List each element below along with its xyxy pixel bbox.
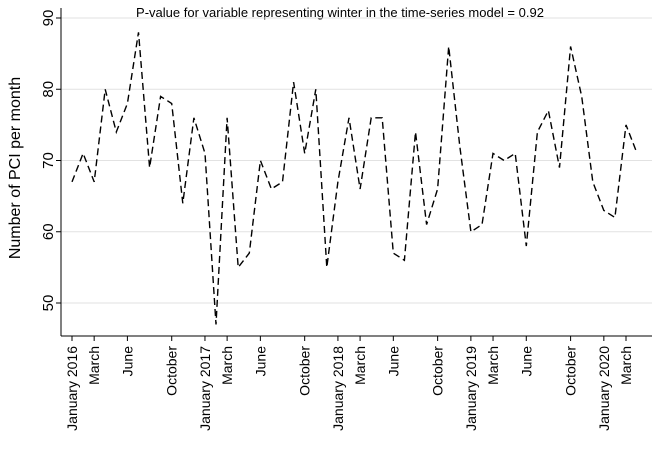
y-tick-label-60: 60 bbox=[40, 223, 57, 240]
x-tick-label-33: October bbox=[430, 346, 446, 396]
x-tick-label-50: March bbox=[618, 346, 634, 385]
x-tick-label-26: March bbox=[352, 346, 368, 385]
y-tick-label-70: 70 bbox=[40, 152, 57, 169]
y-axis-ticks: 50 60 70 80 90 bbox=[40, 10, 61, 312]
y-tick-label-90: 90 bbox=[40, 10, 57, 27]
x-tick-label-17: June bbox=[252, 346, 268, 377]
x-tick-label-38: March bbox=[485, 346, 501, 385]
x-tick-label-9: October bbox=[164, 346, 180, 396]
x-tick-label-41: June bbox=[518, 346, 534, 377]
x-tick-label-0: January 2016 bbox=[64, 346, 80, 431]
x-tick-label-36: January 2019 bbox=[463, 346, 479, 431]
gridlines bbox=[61, 17, 652, 304]
x-axis-ticks: January 2016 March June October January 2017… bbox=[64, 336, 634, 431]
y-axis-label: Number of PCI per month bbox=[7, 77, 24, 259]
x-tick-label-2: March bbox=[86, 346, 102, 385]
x-tick-label-29: June bbox=[385, 346, 401, 377]
x-tick-label-45: October bbox=[563, 346, 579, 396]
x-tick-label-48: January 2020 bbox=[596, 346, 612, 431]
chart-title: P-value for variable representing winter… bbox=[136, 5, 544, 20]
x-tick-label-21: October bbox=[297, 346, 313, 396]
x-tick-label-12: January 2017 bbox=[197, 346, 213, 431]
x-tick-label-5: June bbox=[119, 346, 135, 377]
y-tick-label-50: 50 bbox=[40, 295, 57, 312]
y-tick-label-80: 80 bbox=[40, 81, 57, 98]
x-tick-label-24: January 2018 bbox=[330, 346, 346, 431]
x-tick-label-14: March bbox=[219, 346, 235, 385]
